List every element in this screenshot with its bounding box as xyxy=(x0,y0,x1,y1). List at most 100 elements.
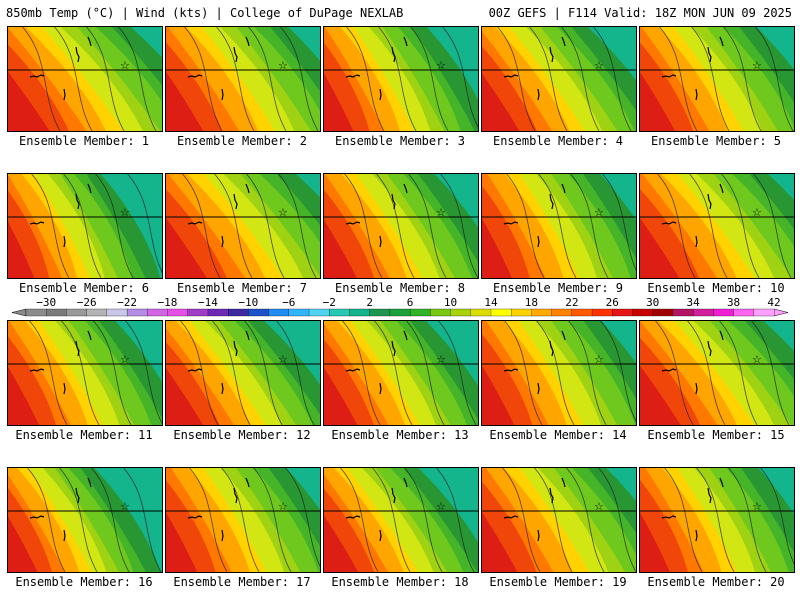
city-star-icon: ☆ xyxy=(752,353,762,366)
colorbar-swatch xyxy=(430,308,451,317)
height-contour xyxy=(179,321,219,425)
temperature-band xyxy=(482,218,512,278)
ensemble-member-label: Ensemble Member: 1 xyxy=(18,134,150,148)
colorbar-swatch xyxy=(490,308,512,317)
height-contour xyxy=(407,174,447,278)
colorbar-swatch xyxy=(652,308,674,317)
height-contour xyxy=(243,321,283,425)
city-star-icon: ☆ xyxy=(594,353,604,366)
colorbar-swatch xyxy=(349,308,371,317)
height-contour xyxy=(345,27,385,131)
height-contour xyxy=(220,468,260,572)
ensemble-member-map: ☆ xyxy=(7,467,163,573)
ensemble-member-label: Ensemble Member: 16 xyxy=(15,575,153,589)
colorbar-tick-label: 22 xyxy=(565,296,578,309)
colorbar-swatch xyxy=(450,308,472,317)
header-left-title: 850mb Temp (°C) | Wind (kts) | College o… xyxy=(6,6,404,20)
height-contour xyxy=(439,174,478,278)
city-star-icon: ☆ xyxy=(594,500,604,513)
colorbar-swatch xyxy=(511,308,532,317)
height-contour xyxy=(53,27,93,131)
height-contour xyxy=(658,27,698,131)
colorbar-swatch xyxy=(147,308,168,317)
temperature-band xyxy=(482,365,515,425)
height-contour xyxy=(343,174,383,278)
colorbar-swatch xyxy=(409,308,431,317)
height-contour xyxy=(252,468,292,572)
height-contour xyxy=(183,27,223,131)
colorbar-left-arrow xyxy=(11,308,27,317)
colorbar-swatch xyxy=(167,308,189,317)
coastline xyxy=(29,36,92,101)
colorbar-tick-label: −22 xyxy=(117,296,137,309)
height-contour xyxy=(122,468,162,572)
height-contour xyxy=(533,468,573,572)
ensemble-member-map: ☆ xyxy=(481,320,637,426)
coastline xyxy=(29,330,92,395)
colorbar-tick-label: −26 xyxy=(77,296,97,309)
colorbar-swatch xyxy=(571,308,593,317)
temperature-band xyxy=(324,73,354,131)
ensemble-member-label: Ensemble Member: 14 xyxy=(489,428,627,442)
coastline xyxy=(503,183,566,248)
colorbar-swatch xyxy=(531,308,553,317)
header-right-title: 00Z GEFS | F114 Valid: 18Z MON JUN 09 20… xyxy=(488,6,792,20)
colorbar-tick-label: 18 xyxy=(525,296,538,309)
colorbar-right-arrow xyxy=(773,308,789,317)
ensemble-member-map: ☆ xyxy=(323,26,479,132)
colorbar-tick-label: 26 xyxy=(606,296,619,309)
height-contour xyxy=(567,321,607,425)
height-contour xyxy=(690,27,730,131)
colorbar-swatch xyxy=(672,308,694,317)
coastline xyxy=(187,477,250,542)
height-contour xyxy=(656,174,696,278)
coastline xyxy=(503,477,566,542)
ensemble-member-label: Ensemble Member: 10 xyxy=(647,281,785,295)
ensemble-member-label: Ensemble Member: 19 xyxy=(489,575,627,589)
temperature-band xyxy=(8,221,35,278)
ensemble-member-map: ☆ xyxy=(481,173,637,279)
ensemble-member-label: Ensemble Member: 3 xyxy=(334,134,466,148)
colorbar-swatch xyxy=(591,308,613,317)
colorbar-tick-label: −18 xyxy=(158,296,178,309)
colorbar-swatch xyxy=(187,308,209,317)
height-contour xyxy=(339,468,379,572)
ensemble-member-label: Ensemble Member: 11 xyxy=(15,428,153,442)
height-contour xyxy=(441,27,478,128)
colorbar-swatch xyxy=(268,308,290,317)
height-contour xyxy=(560,27,600,131)
height-contour xyxy=(599,321,636,422)
height-contour xyxy=(695,468,735,572)
height-contour xyxy=(752,174,792,278)
height-contour xyxy=(279,27,319,131)
colorbar-tick-label: 10 xyxy=(444,296,457,309)
city-star-icon: ☆ xyxy=(752,206,762,219)
height-contour xyxy=(565,468,605,572)
colorbar-swatch xyxy=(733,308,755,317)
temperature-band xyxy=(640,512,670,572)
colorbar-tick-label: −6 xyxy=(282,296,295,309)
temperature-band xyxy=(640,218,680,278)
colorbar-tick-label: −14 xyxy=(198,296,218,309)
city-star-icon: ☆ xyxy=(594,59,604,72)
colorbar-tick-label: 34 xyxy=(687,296,701,309)
city-star-icon: ☆ xyxy=(278,206,288,219)
height-contour xyxy=(21,27,61,131)
height-contour xyxy=(496,27,536,131)
height-contour xyxy=(26,468,66,572)
city-star-icon: ☆ xyxy=(120,353,130,366)
colorbar-swatch xyxy=(106,308,128,317)
colorbar-tick-label: −2 xyxy=(323,296,336,309)
height-contour xyxy=(92,321,132,425)
height-contour xyxy=(213,174,253,278)
ensemble-member-map: ☆ xyxy=(7,173,163,279)
colorbar-tick-label: 30 xyxy=(646,296,659,309)
height-contour xyxy=(727,468,767,572)
city-star-icon: ☆ xyxy=(436,206,446,219)
colorbar-swatch xyxy=(470,308,492,317)
colorbar-swatch xyxy=(369,308,391,317)
ensemble-member-map: ☆ xyxy=(639,26,795,132)
height-contour xyxy=(90,468,130,572)
city-star-icon: ☆ xyxy=(436,500,446,513)
temperature-band xyxy=(8,516,38,572)
